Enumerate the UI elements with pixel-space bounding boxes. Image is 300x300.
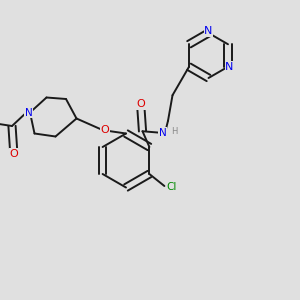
- Text: N: N: [25, 107, 32, 118]
- Text: O: O: [136, 99, 146, 109]
- Text: Cl: Cl: [167, 182, 177, 192]
- Text: O: O: [100, 125, 109, 136]
- Text: H: H: [171, 127, 177, 136]
- Text: O: O: [9, 149, 18, 159]
- Text: N: N: [225, 62, 234, 72]
- Text: N: N: [159, 128, 167, 138]
- Text: N: N: [204, 26, 213, 37]
